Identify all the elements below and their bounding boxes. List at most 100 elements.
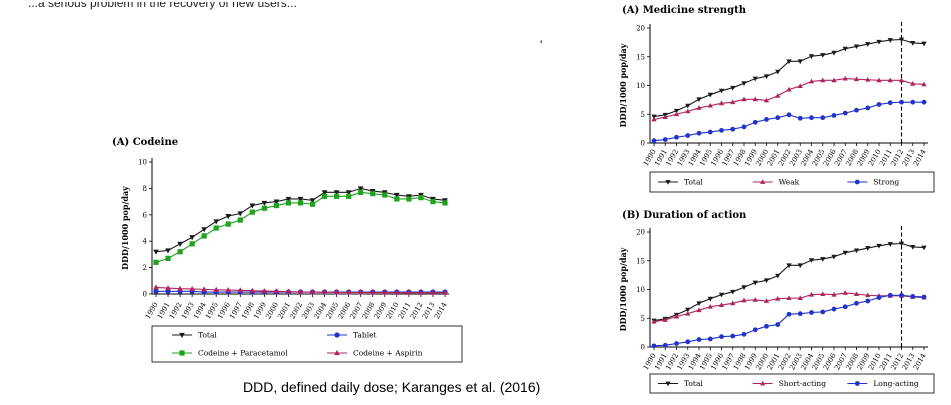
strength-chart: (A) Medicine strength 0 5 10 15 20 DDD/1000 po… [618,5,935,193]
data-point [797,83,803,88]
data-point [741,297,747,303]
legend-label: Codeine + Aspirin [353,349,423,358]
data-point [865,42,871,47]
legend-marker [760,380,766,386]
data-point [321,190,328,196]
data-point [797,295,803,301]
codeine-chart-title: (A) Codeine [112,137,178,148]
data-point [842,75,848,81]
data-point [842,304,848,310]
y-tick-label: 15 [636,257,645,265]
data-point [763,97,770,103]
data-point [393,192,400,198]
data-point [333,289,340,295]
data-point [225,287,232,293]
data-point [249,203,256,209]
data-point [153,284,159,290]
data-point [752,327,758,333]
data-point [696,97,702,103]
data-point [321,289,328,295]
data-point [225,214,232,220]
data-point [876,77,882,83]
series-total [153,186,448,255]
data-point [165,255,171,261]
data-point [430,289,436,295]
legend-marker [854,179,860,185]
data-point [775,115,781,121]
data-point [786,86,792,92]
data-point [741,285,747,290]
y-tick-label: 10 [138,159,147,167]
x-tick-label: 2014 [912,148,928,168]
duration-chart: (B) Duration of action 0 5 10 15 20 DDD/1000 p… [618,210,935,394]
data-point [696,307,702,313]
data-point [797,311,803,317]
data-point [285,196,292,202]
codeine-axes [149,158,449,297]
data-point [685,103,691,109]
data-point [406,196,412,202]
data-point [201,227,208,233]
y-tick-label: 10 [636,82,645,90]
data-point [887,242,893,247]
stray-mark: ' [540,38,543,52]
x-tick-label: 2014 [433,301,449,321]
data-point [674,341,679,346]
data-point [225,221,231,227]
data-point [831,254,837,260]
data-point [808,78,815,84]
data-point [707,303,713,309]
y-tick-label: 5 [641,111,645,119]
y-tick-label: 20 [636,229,645,237]
data-point [865,246,871,251]
legend-label: Tablet [353,331,377,340]
data-point [809,310,814,315]
data-point [297,196,304,202]
data-point [730,300,736,306]
data-point [213,286,220,292]
strength-axes [647,24,928,146]
data-point [707,92,713,98]
data-point [842,110,848,116]
data-point [730,126,736,132]
data-point [853,76,860,82]
data-point [865,105,871,111]
legend-marker [760,179,766,184]
data-point [910,294,916,299]
data-point [910,41,916,46]
data-point [189,235,195,241]
data-point [685,108,691,114]
data-point [854,107,859,113]
data-point [177,241,183,247]
data-point [752,297,758,302]
data-point [887,292,893,298]
data-point [369,289,376,295]
duration-axes [647,228,928,350]
codeine-legend: Total Codeine + Paracetamol Tablet Codeine … [151,325,463,363]
data-point [297,200,304,206]
data-point [831,50,837,56]
legend-label: Short-acting [779,379,827,388]
legend-marker [334,332,340,338]
strength-chart-panel: (A) Medicine strength 0 5 10 15 20 DDD/1000 po… [610,0,940,200]
series-total [651,241,927,324]
data-point [876,243,882,249]
data-point [876,295,882,300]
data-point [820,257,826,262]
legend-label: Total [684,379,703,388]
data-point [842,46,848,52]
data-point [334,193,340,199]
data-point [674,134,679,140]
legend-marker [334,350,340,356]
data-point [707,296,713,302]
data-point [442,200,448,206]
legend-label: Long-acting [873,379,919,388]
data-point [719,127,724,133]
data-point [808,54,815,59]
data-point [651,116,657,122]
data-point [696,301,702,307]
data-point [718,302,725,307]
legend-label: Strong [873,178,899,187]
data-point [418,195,424,201]
data-point [865,292,871,298]
